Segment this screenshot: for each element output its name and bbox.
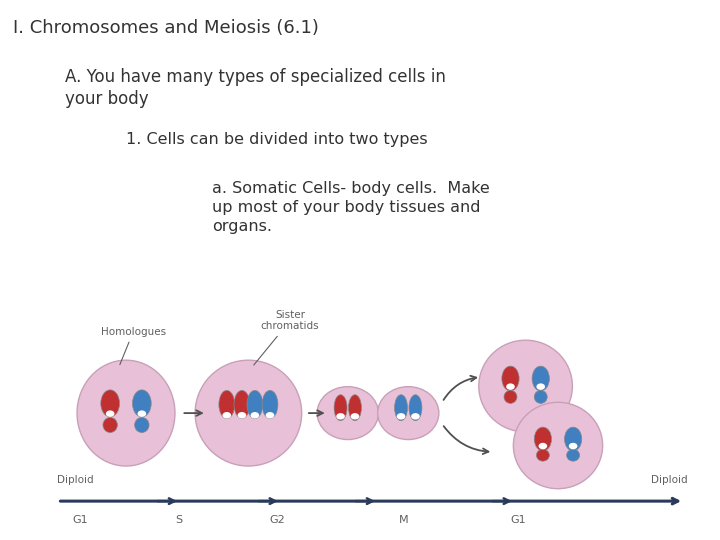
Ellipse shape <box>513 402 603 489</box>
Ellipse shape <box>348 395 361 421</box>
Ellipse shape <box>395 395 408 421</box>
Text: A. You have many types of specialized cells in
your body: A. You have many types of specialized ce… <box>65 68 446 109</box>
Ellipse shape <box>138 410 146 417</box>
Ellipse shape <box>219 390 235 418</box>
Ellipse shape <box>135 417 149 433</box>
Text: G1: G1 <box>73 515 89 525</box>
Ellipse shape <box>539 443 547 449</box>
Ellipse shape <box>222 412 231 418</box>
Ellipse shape <box>564 427 582 451</box>
Ellipse shape <box>536 383 545 390</box>
Ellipse shape <box>502 366 519 391</box>
Ellipse shape <box>195 360 302 466</box>
Ellipse shape <box>106 410 114 417</box>
Text: 1. Cells can be divided into two types: 1. Cells can be divided into two types <box>126 132 428 147</box>
Ellipse shape <box>336 413 345 420</box>
Text: Diploid: Diploid <box>652 475 688 485</box>
Ellipse shape <box>534 427 552 451</box>
Text: Diploid: Diploid <box>58 475 94 485</box>
Ellipse shape <box>506 383 515 390</box>
Ellipse shape <box>101 390 120 417</box>
Ellipse shape <box>397 413 405 420</box>
Ellipse shape <box>266 412 274 418</box>
Ellipse shape <box>534 390 547 403</box>
Ellipse shape <box>569 443 577 449</box>
Text: S: S <box>175 515 182 525</box>
Text: G1: G1 <box>510 515 526 525</box>
Ellipse shape <box>536 449 549 461</box>
Ellipse shape <box>504 390 517 403</box>
Ellipse shape <box>234 390 250 418</box>
Ellipse shape <box>262 390 278 418</box>
Text: a. Somatic Cells- body cells.  Make
up most of your body tissues and
organs.: a. Somatic Cells- body cells. Make up mo… <box>212 181 490 234</box>
Ellipse shape <box>378 387 439 440</box>
Ellipse shape <box>77 360 175 466</box>
Text: Homologues: Homologues <box>101 327 166 364</box>
Ellipse shape <box>251 412 259 418</box>
Text: I. Chromosomes and Meiosis (6.1): I. Chromosomes and Meiosis (6.1) <box>13 19 319 37</box>
Ellipse shape <box>334 395 347 421</box>
Ellipse shape <box>411 413 420 420</box>
Ellipse shape <box>247 390 263 418</box>
Ellipse shape <box>409 395 422 421</box>
Ellipse shape <box>238 412 246 418</box>
Ellipse shape <box>532 366 549 391</box>
Text: Sister
chromatids: Sister chromatids <box>253 310 320 365</box>
Ellipse shape <box>318 387 379 440</box>
Ellipse shape <box>567 449 580 461</box>
Ellipse shape <box>132 390 151 417</box>
Ellipse shape <box>351 413 359 420</box>
Text: M: M <box>398 515 408 525</box>
Ellipse shape <box>479 340 572 432</box>
Ellipse shape <box>103 417 117 433</box>
Text: G2: G2 <box>269 515 285 525</box>
